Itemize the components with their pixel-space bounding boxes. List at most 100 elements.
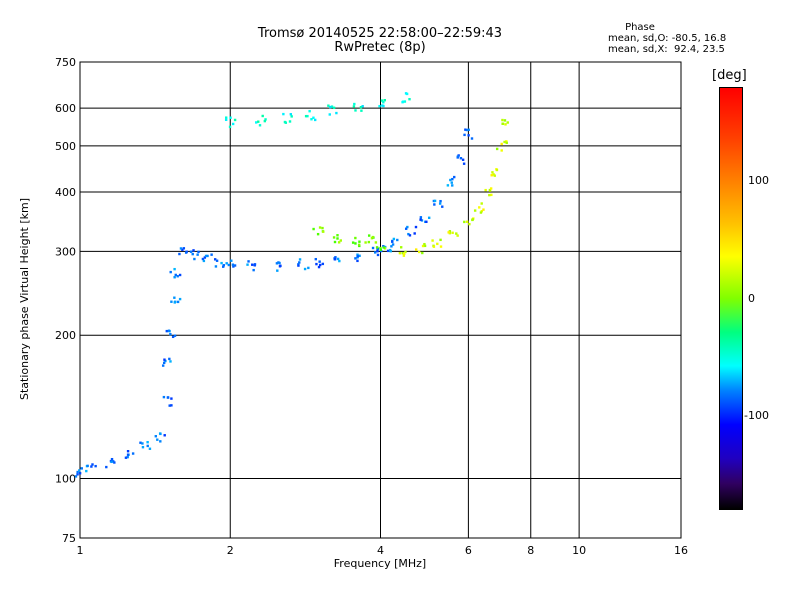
data-point	[131, 452, 135, 455]
data-point	[202, 259, 206, 263]
data-point	[490, 193, 493, 197]
data-point	[336, 237, 339, 240]
data-point	[164, 359, 167, 363]
data-point	[396, 238, 399, 242]
data-point	[464, 128, 467, 131]
data-point	[471, 218, 474, 221]
data-point	[488, 188, 492, 192]
data-point	[168, 404, 171, 407]
data-point	[380, 249, 383, 253]
data-point	[110, 460, 113, 464]
data-point	[374, 241, 378, 244]
data-point	[85, 469, 88, 473]
data-point	[354, 109, 357, 112]
data-point	[382, 104, 385, 108]
data-point	[310, 118, 313, 121]
data-point	[196, 253, 199, 256]
data-point	[169, 360, 172, 363]
data-point	[154, 435, 158, 438]
data-point	[357, 243, 361, 247]
data-point	[318, 263, 322, 267]
data-point	[451, 184, 454, 187]
x-tick-label: 10	[572, 544, 586, 557]
data-point	[206, 254, 209, 258]
y-tick-label: 750	[55, 56, 76, 69]
data-point	[191, 252, 194, 256]
data-point	[419, 216, 423, 219]
data-point	[162, 395, 166, 399]
data-point	[433, 203, 436, 206]
data-point	[335, 111, 338, 115]
data-point	[382, 245, 385, 248]
data-point	[505, 141, 508, 144]
data-point	[459, 157, 463, 160]
data-point	[447, 231, 450, 234]
data-point	[193, 257, 196, 261]
data-point	[359, 106, 363, 109]
data-point	[261, 114, 264, 118]
data-point	[470, 137, 474, 140]
data-point	[427, 216, 431, 219]
data-point	[376, 253, 380, 257]
data-point	[227, 263, 231, 267]
data-point	[213, 258, 217, 261]
data-point	[451, 177, 454, 181]
data-point	[178, 297, 182, 301]
data-point	[110, 457, 114, 461]
data-point	[141, 445, 145, 449]
data-point	[337, 241, 341, 244]
data-point	[329, 105, 332, 109]
data-point	[231, 263, 235, 266]
data-point	[439, 238, 442, 242]
data-point	[203, 256, 207, 259]
data-point	[327, 104, 330, 107]
data-point	[333, 240, 337, 244]
data-point	[171, 335, 175, 339]
data-point	[332, 106, 336, 109]
data-point	[376, 250, 379, 253]
data-point	[467, 134, 470, 137]
data-point	[382, 246, 385, 249]
data-point	[399, 246, 403, 249]
data-point	[282, 112, 285, 116]
data-point	[165, 329, 168, 333]
data-point	[449, 178, 452, 182]
data-point	[312, 116, 315, 119]
data-point	[146, 440, 149, 444]
data-point	[251, 263, 254, 266]
data-point	[192, 249, 195, 252]
data-point	[161, 364, 165, 367]
data-point	[468, 222, 471, 226]
data-point	[173, 334, 177, 337]
data-point	[178, 252, 181, 256]
data-point	[78, 472, 82, 475]
data-point	[383, 98, 386, 102]
data-point	[204, 254, 208, 258]
data-point	[421, 244, 425, 248]
data-point	[179, 247, 183, 250]
data-point	[490, 174, 493, 177]
data-point	[297, 263, 300, 266]
colorbar-tick: 0	[748, 291, 755, 305]
data-point	[222, 265, 225, 268]
data-point	[402, 254, 406, 257]
data-point	[493, 174, 496, 177]
data-point	[491, 171, 494, 174]
data-point	[105, 465, 108, 469]
data-point	[403, 252, 406, 255]
colorbar-tick: 100	[748, 174, 769, 187]
data-point	[316, 232, 320, 236]
data-point	[371, 246, 375, 250]
data-point	[500, 142, 503, 146]
y-axis-label: Stationary phase Virtual Height [km]	[18, 197, 31, 400]
data-point	[367, 234, 371, 237]
data-point	[371, 235, 375, 239]
data-point	[297, 264, 300, 267]
data-point	[383, 247, 387, 250]
data-point	[404, 227, 408, 230]
data-point	[317, 265, 321, 269]
data-point	[364, 241, 367, 244]
data-point	[382, 101, 385, 104]
data-point	[354, 242, 357, 245]
